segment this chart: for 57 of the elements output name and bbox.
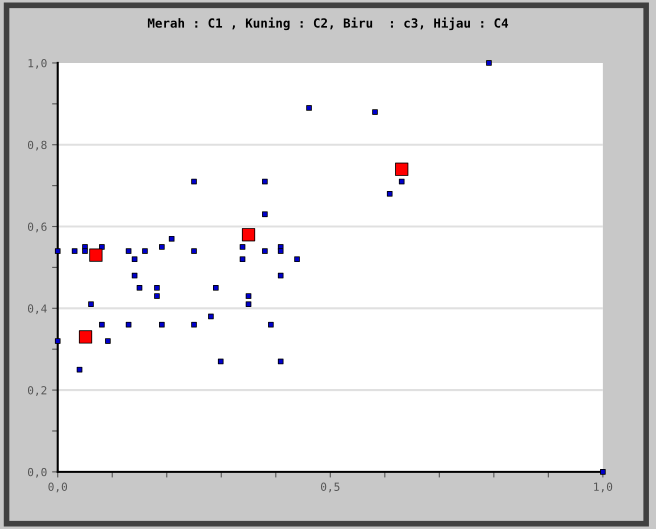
- point: [82, 248, 88, 254]
- point: [262, 211, 268, 218]
- point: [191, 248, 197, 254]
- point: [54, 248, 61, 254]
- point: [212, 285, 219, 291]
- point: [168, 236, 174, 242]
- y-tick-label: 1,0: [28, 58, 47, 69]
- point: [246, 293, 252, 299]
- point: [154, 285, 160, 291]
- point: [246, 301, 252, 308]
- point: [242, 228, 256, 242]
- point: [142, 248, 148, 254]
- point: [99, 322, 105, 328]
- y-tick-label: 0,4: [28, 304, 47, 314]
- point: [72, 248, 78, 254]
- point: [395, 162, 408, 176]
- point: [262, 178, 268, 184]
- y-tick-label: 0,6: [28, 222, 47, 232]
- point: [372, 109, 378, 115]
- point: [191, 178, 197, 184]
- point: [191, 322, 197, 328]
- x-tick-label: 1,0: [594, 482, 612, 492]
- point: [154, 293, 160, 299]
- point: [398, 178, 405, 184]
- point: [262, 248, 268, 254]
- y-tick-label: 0,0: [28, 468, 47, 478]
- point: [78, 330, 92, 344]
- point: [105, 338, 111, 344]
- point: [240, 244, 246, 250]
- point: [88, 301, 94, 308]
- point: [126, 322, 132, 328]
- point: [126, 248, 132, 254]
- chart-title: Merah : C1 , Kuning : C2, Biru : c3, Hijau : C4: [148, 17, 508, 30]
- point: [386, 190, 393, 197]
- point: [159, 322, 165, 328]
- point: [89, 248, 103, 262]
- point: [136, 285, 142, 291]
- point: [240, 256, 246, 262]
- point: [294, 256, 300, 262]
- point: [278, 248, 284, 254]
- point: [486, 60, 492, 66]
- y-tick-label: 0,2: [28, 386, 46, 396]
- point: [278, 272, 284, 278]
- point: [54, 338, 61, 344]
- y-tick-label: 0,8: [28, 140, 47, 151]
- point: [278, 358, 284, 364]
- point: [600, 469, 606, 475]
- x-tick-label: 0,5: [320, 482, 340, 492]
- point: [208, 314, 214, 320]
- point: [218, 358, 224, 364]
- point: [76, 366, 82, 372]
- point: [132, 256, 138, 262]
- x-tick-label: 0,0: [48, 482, 68, 492]
- point: [306, 105, 312, 111]
- point: [159, 244, 165, 250]
- point: [132, 272, 138, 278]
- point: [268, 322, 274, 328]
